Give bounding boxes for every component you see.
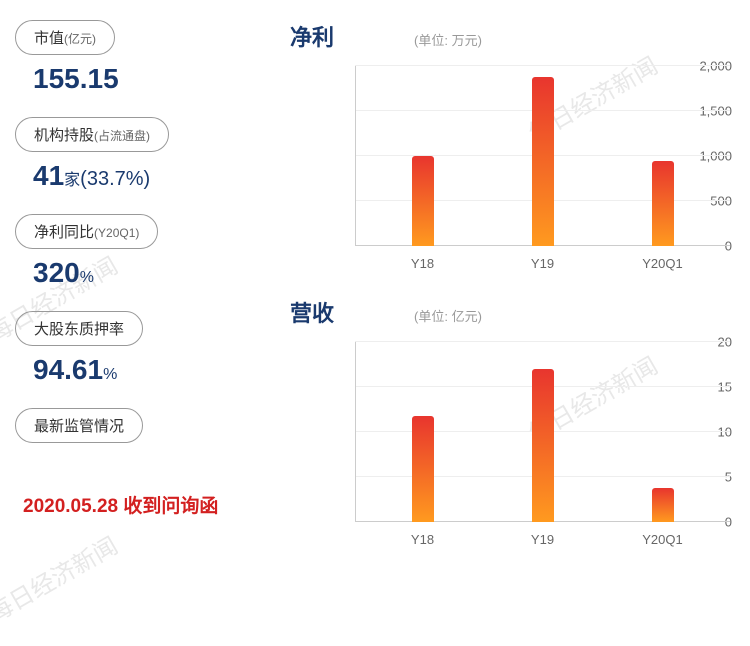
metric-unit: % <box>103 366 117 383</box>
metric-label-pill: 机构持股(占流通盘) <box>15 117 169 152</box>
metric-label: 最新监管情况 <box>34 418 124 435</box>
x-tick-label: Y18 <box>411 532 434 547</box>
metric-value-number: 320 <box>33 257 80 288</box>
bar <box>652 161 674 247</box>
metrics-panel: 市值(亿元) 155.15 机构持股(占流通盘) 41家(33.7%) 净利同比… <box>0 0 280 646</box>
main-container: 市值(亿元) 155.15 机构持股(占流通盘) 41家(33.7%) 净利同比… <box>0 0 750 646</box>
metric-regulatory: 最新监管情况 <box>15 408 265 451</box>
metric-label: 净利同比 <box>34 224 94 241</box>
chart-title: 净利 <box>290 20 334 52</box>
metric-label-pill: 市值(亿元) <box>15 20 115 55</box>
metric-institutional: 机构持股(占流通盘) 41家(33.7%) <box>15 117 265 192</box>
chart-header: 净利 (单位: 万元) <box>290 20 740 52</box>
metric-value: 155.15 <box>15 63 265 95</box>
metric-label-pill: 最新监管情况 <box>15 408 143 443</box>
metric-label-pill: 净利同比(Y20Q1) <box>15 214 158 249</box>
metric-label: 大股东质押率 <box>34 321 124 338</box>
x-tick-label: Y20Q1 <box>642 256 682 271</box>
chart-unit: (单位: 万元) <box>414 30 482 49</box>
x-tick-label: Y19 <box>531 256 554 271</box>
plot-area <box>355 342 730 522</box>
chart-area: 05101520Y18Y19Y20Q1 <box>310 342 740 552</box>
metric-unit: % <box>80 269 94 286</box>
x-labels: Y18 Y19 Y20Q1 <box>355 251 730 276</box>
bar <box>412 416 434 522</box>
charts-panel: 净利 (单位: 万元) 05001,0001,5002,000Y18Y19Y20… <box>280 0 750 646</box>
x-tick-label: Y19 <box>531 532 554 547</box>
metric-value-number: 94.61 <box>33 354 103 385</box>
chart-revenue: 营收 (单位: 亿元) 05101520Y18Y19Y20Q1 <box>290 296 740 552</box>
x-labels: Y18 Y19 Y20Q1 <box>355 527 730 552</box>
metric-value: 94.61% <box>15 354 265 386</box>
metric-unit: 家 <box>64 172 80 189</box>
chart-header: 营收 (单位: 亿元) <box>290 296 740 328</box>
metric-pledge-rate: 大股东质押率 94.61% <box>15 311 265 386</box>
inquiry-notice: 2020.05.28 收到问询函 <box>15 491 265 518</box>
metric-value-number: 41 <box>33 160 64 191</box>
metric-market-cap: 市值(亿元) 155.15 <box>15 20 265 95</box>
metric-label-pill: 大股东质押率 <box>15 311 143 346</box>
metric-label: 市值 <box>34 30 64 47</box>
x-tick-label: Y20Q1 <box>642 532 682 547</box>
metric-sub: (Y20Q1) <box>94 226 139 240</box>
metric-sub: (占流通盘) <box>94 129 150 143</box>
bar <box>412 156 434 246</box>
metric-value: 41家(33.7%) <box>15 160 265 192</box>
bar <box>532 369 554 522</box>
chart-area: 05001,0001,5002,000Y18Y19Y20Q1 <box>310 66 740 276</box>
metric-label: 机构持股 <box>34 127 94 144</box>
chart-unit: (单位: 亿元) <box>414 306 482 325</box>
metric-value-number: 155.15 <box>33 63 119 94</box>
bar <box>532 77 554 246</box>
plot-area <box>355 66 730 246</box>
metric-profit-yoy: 净利同比(Y20Q1) 320% <box>15 214 265 289</box>
metric-sub: (亿元) <box>64 32 96 46</box>
x-tick-label: Y18 <box>411 256 434 271</box>
bar <box>652 488 674 522</box>
chart-title: 营收 <box>290 296 334 328</box>
chart-net-profit: 净利 (单位: 万元) 05001,0001,5002,000Y18Y19Y20… <box>290 20 740 276</box>
metric-paren: (33.7%) <box>80 168 150 190</box>
metric-value: 320% <box>15 257 265 289</box>
